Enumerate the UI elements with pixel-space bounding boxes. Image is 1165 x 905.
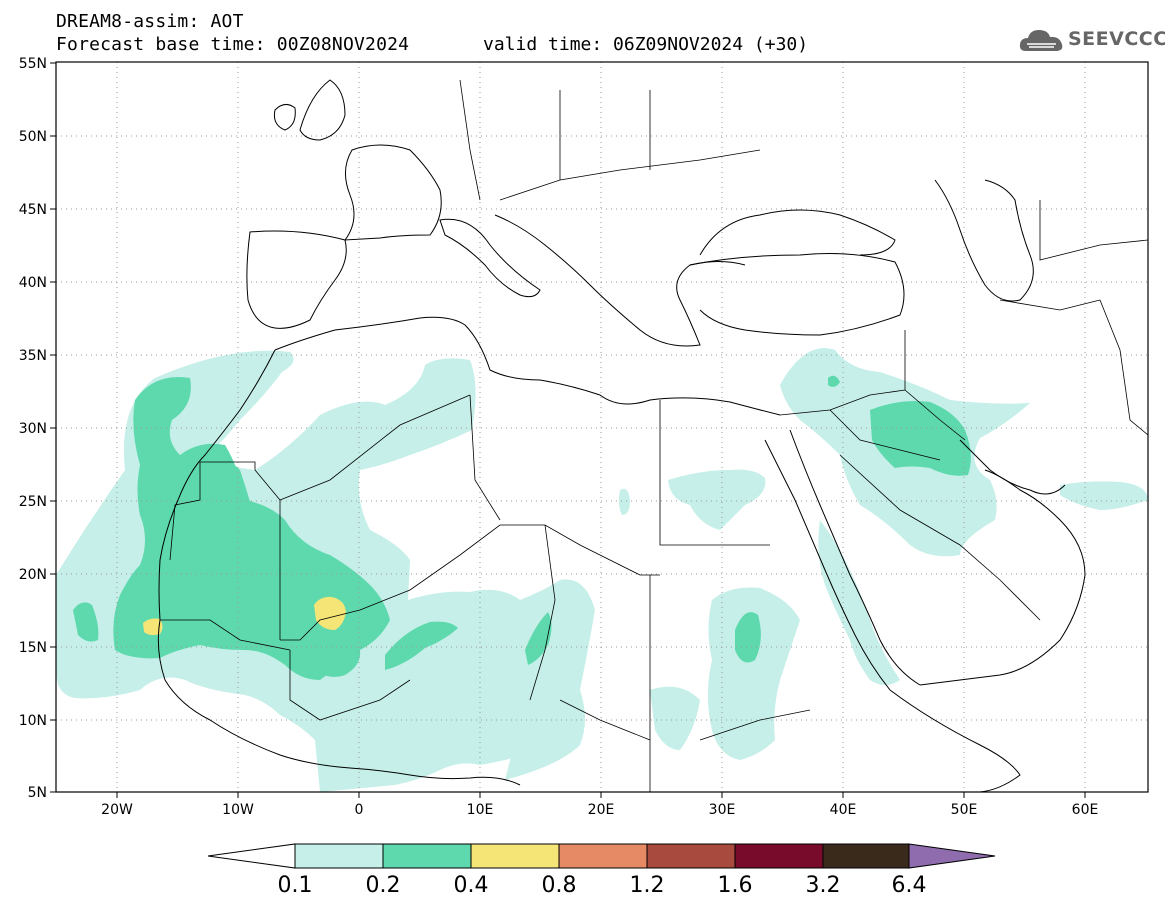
lat-label: 25N xyxy=(19,494,47,510)
colorbar-arrow-right xyxy=(908,843,996,869)
colorbar-swatch xyxy=(734,843,824,869)
tick-marks xyxy=(50,62,1086,798)
france-coast xyxy=(343,144,442,241)
country-borders xyxy=(160,79,1148,792)
colorbar-label: 0.8 xyxy=(541,873,577,898)
guinea-coast xyxy=(409,774,521,786)
lon-label: 60E xyxy=(1072,802,1099,818)
aot-region-sahel-east xyxy=(505,703,580,780)
lat-labels: 55N 50N 45N 40N 35N 30N 25N 20N 15N 10N … xyxy=(19,56,47,801)
aot-region-nw-africa xyxy=(200,456,255,520)
persian-gulf-coast xyxy=(959,439,1066,495)
lon-label: 10W xyxy=(222,802,254,818)
aot-region-sudan-core xyxy=(735,612,761,663)
arabia-coast xyxy=(919,469,1086,686)
colorbar-label: 0.4 xyxy=(453,873,489,898)
aot-region-sudan xyxy=(707,587,800,760)
aot-region-niger xyxy=(385,621,458,670)
lon-label: 30E xyxy=(709,802,736,818)
aot-shading xyxy=(56,348,1148,792)
colorbar-swatch xyxy=(822,843,910,869)
colorbar-arrow-left xyxy=(207,843,296,869)
lat-label: 35N xyxy=(19,348,47,364)
lon-label: 0 xyxy=(355,802,364,818)
lon-label: 10E xyxy=(467,802,494,818)
lon-label: 40E xyxy=(830,802,857,818)
lat-label: 55N xyxy=(19,56,47,72)
colorbar-label: 1.6 xyxy=(717,873,753,898)
colorbar-label: 0.2 xyxy=(365,873,401,898)
colorbar-label: 3.2 xyxy=(805,873,841,898)
italy-coast xyxy=(439,218,541,298)
aot-region-gulf xyxy=(1060,481,1148,510)
blacksea-coast xyxy=(699,209,896,256)
ireland-coast xyxy=(274,104,296,131)
aot-region-senegal-peak xyxy=(143,618,163,636)
north-africa-coast xyxy=(274,316,781,416)
aot-region-libya-spot xyxy=(618,488,630,515)
forecast-base-time: Forecast base time: 00Z08NOV2024 xyxy=(56,34,410,55)
colorbar-swatch xyxy=(382,843,472,869)
aot-region-chad-strip xyxy=(525,612,552,665)
lat-label: 30N xyxy=(19,421,47,437)
aot-region-redsea xyxy=(818,520,900,685)
colorbar-label: 1.2 xyxy=(629,873,665,898)
lon-label: 20W xyxy=(101,802,133,818)
aot-region-atlantic-west xyxy=(73,602,99,642)
chart-title: DREAM8-assim: AOT xyxy=(56,11,244,32)
colorbar xyxy=(207,843,996,869)
aot-region-mali-south xyxy=(318,650,361,677)
colorbar-label: 0.1 xyxy=(277,873,313,898)
lat-label: 45N xyxy=(19,202,47,218)
aot-region-iraq xyxy=(870,401,971,476)
lon-label: 20E xyxy=(588,802,615,818)
colorbar-swatch xyxy=(646,843,736,869)
lon-label: 50E xyxy=(951,802,978,818)
colorbar-label: 6.4 xyxy=(891,873,927,898)
horn-coast xyxy=(889,689,1021,792)
logo-text: SEEVCCC xyxy=(1068,28,1165,50)
lat-label: 15N xyxy=(19,640,47,656)
map-frame xyxy=(55,61,1149,793)
red-sea-coast-east xyxy=(789,429,921,686)
cloud-icon xyxy=(1019,30,1063,51)
red-sea-coast-west xyxy=(764,439,891,691)
caspian-coast xyxy=(934,179,1034,302)
colorbar-swatch xyxy=(294,843,384,869)
aot-region-chad xyxy=(650,686,700,750)
colorbar-swatch xyxy=(470,843,560,869)
aot-region-mali-peak xyxy=(314,596,346,630)
atlantic-africa-coast xyxy=(157,349,411,776)
colorbar-swatch xyxy=(558,843,648,869)
turkey-coast xyxy=(689,253,905,336)
graticule xyxy=(56,62,1148,792)
seevccc-logo: SEEVCCC xyxy=(1018,25,1165,57)
uk-coast xyxy=(299,79,346,141)
lat-label: 20N xyxy=(19,567,47,583)
aot-region-syria xyxy=(828,375,840,387)
lat-label: 50N xyxy=(19,129,47,145)
valid-time: valid time: 06Z09NOV2024 (+30) xyxy=(483,34,809,55)
lat-label: 40N xyxy=(19,275,47,291)
lon-labels: 20W 10W 0 10E 20E 30E 40E 50E 60E xyxy=(101,802,1098,818)
coastlines xyxy=(157,79,1086,792)
lat-label: 5N xyxy=(28,785,47,801)
aot-region-egypt xyxy=(668,469,766,530)
lat-label: 10N xyxy=(19,713,47,729)
balkans-coast xyxy=(494,214,746,347)
iberia-coast xyxy=(246,230,347,329)
